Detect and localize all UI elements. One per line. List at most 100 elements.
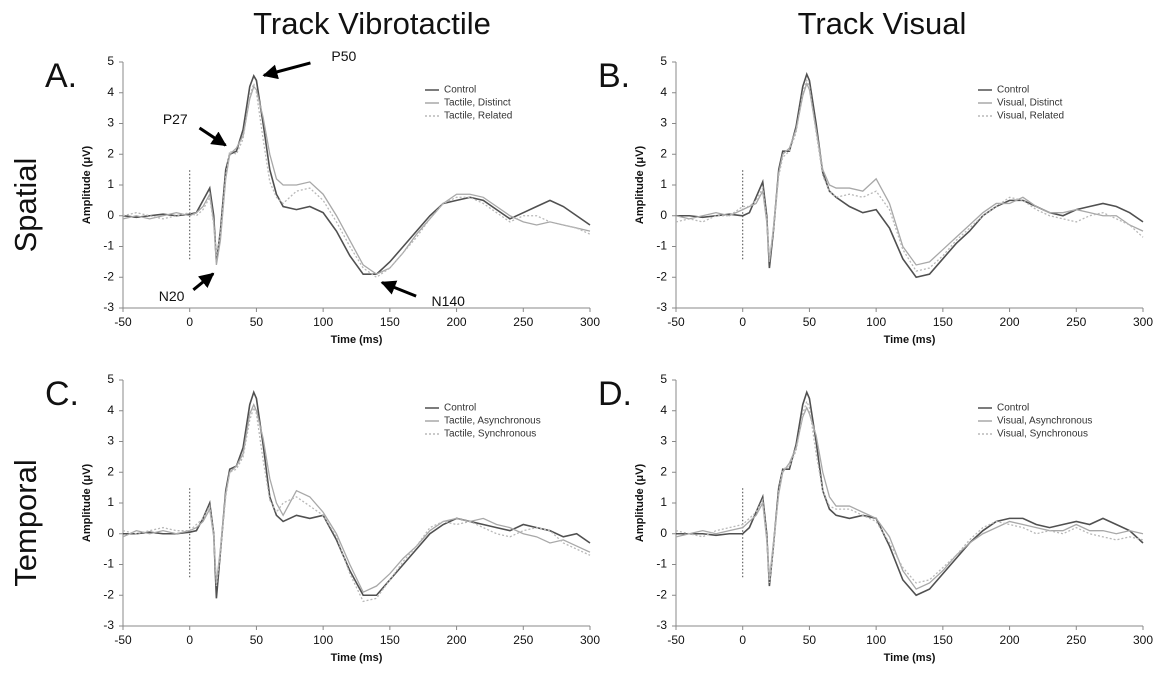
y-tick-label: -2 xyxy=(656,269,667,283)
annotation-arrow xyxy=(380,280,417,298)
y-tick-label: 2 xyxy=(660,146,667,160)
annotation: P27 xyxy=(163,111,188,127)
x-axis-label: Time (ms) xyxy=(331,334,383,346)
x-tick-label: 100 xyxy=(313,633,333,647)
y-tick-label: 4 xyxy=(660,403,667,417)
series-line xyxy=(675,78,1144,272)
series-line xyxy=(675,81,1144,266)
y-axis-label: Amplitude (μV) xyxy=(81,146,93,225)
legend-label: Tactile, Related xyxy=(444,111,512,122)
y-tick-label: 4 xyxy=(660,85,667,99)
y-tick-label: -1 xyxy=(656,239,667,253)
y-axis-label: Amplitude (μV) xyxy=(634,464,646,543)
legend-label: Visual, Related xyxy=(997,111,1064,122)
y-tick-label: 3 xyxy=(107,116,114,130)
x-tick-label: 100 xyxy=(866,315,886,329)
y-tick-label: 0 xyxy=(660,526,667,540)
x-tick-label: 300 xyxy=(580,633,600,647)
y-tick-label: 4 xyxy=(107,85,114,99)
series-line xyxy=(675,406,1144,590)
x-tick-label: 300 xyxy=(580,315,600,329)
series-line xyxy=(675,399,1144,584)
x-tick-label: 0 xyxy=(739,315,746,329)
y-tick-label: -2 xyxy=(103,269,114,283)
y-tick-label: -3 xyxy=(656,300,667,314)
y-tick-label: 4 xyxy=(107,403,114,417)
x-tick-label: 150 xyxy=(933,315,953,329)
legend-label: Control xyxy=(444,403,476,414)
y-tick-label: 1 xyxy=(107,177,114,191)
column-title: Track Visual xyxy=(798,6,967,41)
x-tick-label: 0 xyxy=(186,633,193,647)
y-tick-label: 1 xyxy=(660,177,667,191)
legend-label: Visual, Distinct xyxy=(997,98,1063,109)
x-tick-label: 0 xyxy=(739,633,746,647)
x-tick-label: 250 xyxy=(1066,315,1086,329)
annotation-arrow xyxy=(262,61,311,80)
x-tick-label: 300 xyxy=(1133,315,1153,329)
y-tick-label: 1 xyxy=(660,495,667,509)
annotation-arrow xyxy=(192,272,215,291)
x-tick-label: -50 xyxy=(114,315,132,329)
series-line xyxy=(122,405,591,603)
panel-label: C. xyxy=(45,375,79,413)
legend-label: Visual, Synchronous xyxy=(997,429,1088,440)
x-tick-label: 50 xyxy=(803,315,817,329)
x-axis-label: Time (ms) xyxy=(884,652,936,664)
series-line xyxy=(122,402,591,594)
column-title: Track Vibrotactile xyxy=(253,6,491,41)
x-tick-label: 50 xyxy=(250,315,264,329)
legend-label: Tactile, Distinct xyxy=(444,98,511,109)
y-tick-label: -1 xyxy=(103,239,114,253)
series-line xyxy=(122,73,591,275)
y-tick-label: 2 xyxy=(107,146,114,160)
legend-label: Tactile, Asynchronous xyxy=(444,416,541,427)
annotation-arrow xyxy=(198,126,227,147)
y-tick-label: 2 xyxy=(107,464,114,478)
legend-label: Control xyxy=(444,85,476,96)
y-tick-label: 1 xyxy=(107,495,114,509)
x-tick-label: 0 xyxy=(186,315,193,329)
panel-label: A. xyxy=(45,57,77,95)
x-tick-label: 150 xyxy=(380,633,400,647)
y-tick-label: -1 xyxy=(656,557,667,571)
row-title: Temporal xyxy=(8,459,43,587)
legend-label: Control xyxy=(997,85,1029,96)
series-line xyxy=(122,85,591,275)
series-line xyxy=(676,390,1144,597)
series-line xyxy=(122,81,591,279)
series-line xyxy=(676,72,1144,279)
legend-label: Visual, Asynchronous xyxy=(997,416,1092,427)
y-tick-label: -3 xyxy=(103,300,114,314)
y-tick-label: 0 xyxy=(660,208,667,222)
x-tick-label: 100 xyxy=(313,315,333,329)
y-tick-label: 0 xyxy=(107,208,114,222)
y-tick-label: -1 xyxy=(103,557,114,571)
y-tick-label: -2 xyxy=(656,587,667,601)
x-tick-label: 300 xyxy=(1133,633,1153,647)
y-tick-label: 5 xyxy=(660,372,667,386)
y-tick-label: 3 xyxy=(107,434,114,448)
x-tick-label: 200 xyxy=(1000,315,1020,329)
x-tick-label: 50 xyxy=(250,633,264,647)
x-tick-label: 250 xyxy=(513,633,533,647)
row-title: Spatial xyxy=(8,158,43,253)
y-tick-label: 5 xyxy=(107,54,114,68)
y-tick-label: 5 xyxy=(107,372,114,386)
x-tick-label: 150 xyxy=(380,315,400,329)
legend-label: Control xyxy=(997,403,1029,414)
annotation: N140 xyxy=(432,293,466,309)
x-axis-label: Time (ms) xyxy=(884,334,936,346)
y-tick-label: -3 xyxy=(103,618,114,632)
annotation: P50 xyxy=(331,48,356,64)
panel-label: B. xyxy=(598,57,630,95)
y-tick-label: 3 xyxy=(660,434,667,448)
y-axis-label: Amplitude (μV) xyxy=(634,146,646,225)
y-tick-label: 3 xyxy=(660,116,667,130)
x-tick-label: -50 xyxy=(114,633,132,647)
legend-label: Tactile, Synchronous xyxy=(444,429,536,440)
y-axis-label: Amplitude (μV) xyxy=(81,464,93,543)
series-line xyxy=(123,390,591,599)
y-tick-label: -2 xyxy=(103,587,114,601)
